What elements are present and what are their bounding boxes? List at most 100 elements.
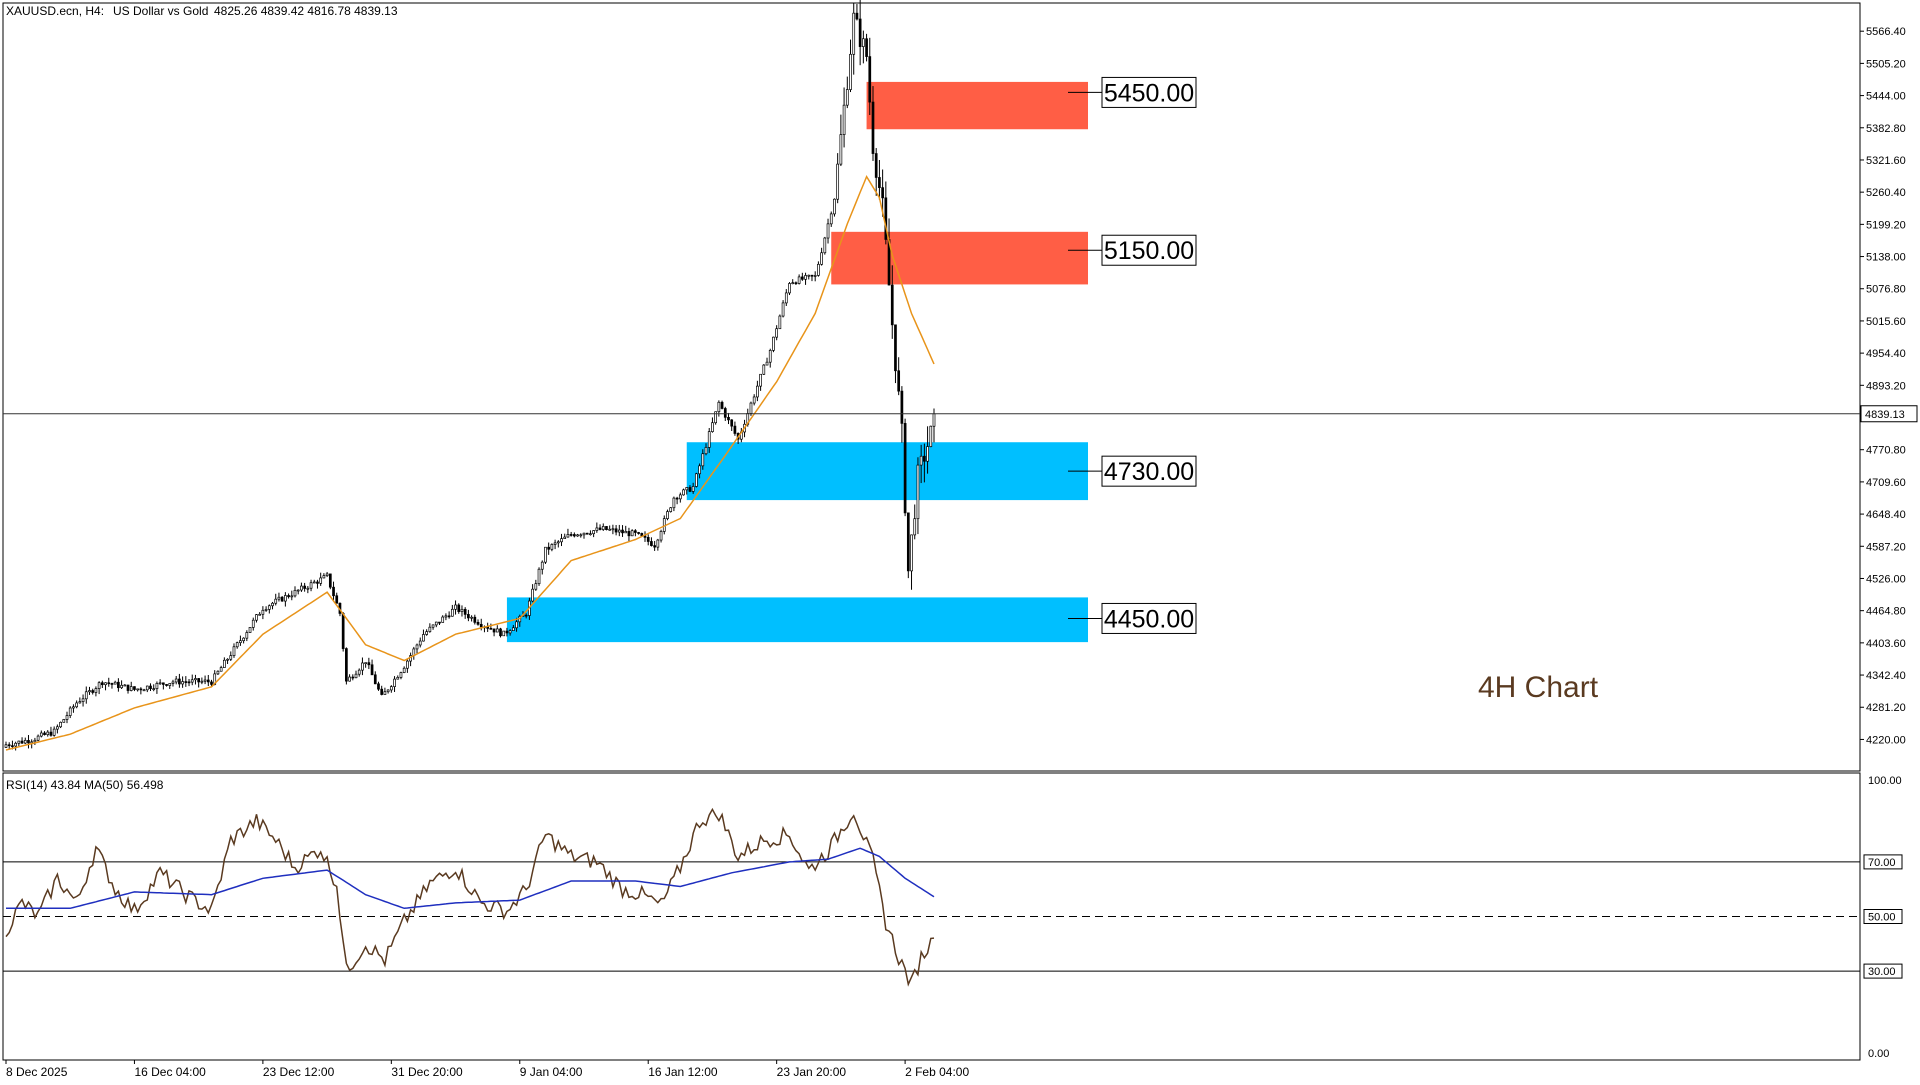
candle-body: [200, 680, 204, 683]
moving-average: [5, 174, 935, 751]
candle-body: [88, 690, 91, 693]
candle-body: [621, 529, 624, 534]
timeframe-annotation: 4H Chart: [1478, 671, 1599, 704]
candle-body: [322, 575, 326, 579]
candle-body: [926, 446, 929, 462]
candle-body: [666, 511, 669, 519]
rsi-tick-label: 30.00: [1868, 966, 1896, 978]
candle-body: [842, 104, 846, 135]
candle-body: [637, 532, 640, 534]
candle-body: [800, 276, 804, 280]
candle-body: [791, 282, 795, 285]
candle-body: [781, 302, 785, 317]
candle-body: [573, 534, 576, 537]
candle-body: [27, 740, 30, 744]
candle-body: [145, 685, 149, 691]
candle-body: [226, 658, 229, 661]
candle-body: [624, 531, 628, 534]
candle-body: [897, 370, 901, 392]
candle-body: [906, 512, 910, 572]
candle-body: [399, 672, 403, 678]
candle-body: [862, 38, 865, 47]
candle-body: [871, 101, 875, 154]
candle-body: [65, 715, 69, 720]
candle-body: [78, 701, 82, 704]
zone-label-box-0: [1101, 76, 1197, 108]
candle-body: [4, 744, 8, 748]
candle-body: [267, 605, 271, 610]
candle-body: [566, 534, 570, 538]
candle-body: [245, 632, 249, 639]
candle-body: [797, 276, 801, 284]
candle-body: [17, 740, 21, 744]
candle-body: [396, 677, 400, 680]
candle-body: [197, 678, 201, 683]
chart-symbol: XAUUSD.ecn, H4:: [6, 4, 104, 18]
candle-body: [133, 686, 136, 690]
candle-body: [190, 679, 194, 683]
candle-body: [470, 616, 473, 619]
rsi-ma-line: [6, 847, 935, 910]
candle-body: [678, 494, 682, 500]
price-tick-label: 4587.20: [1866, 541, 1906, 553]
time-tick-label: 16 Dec 04:00: [134, 1065, 206, 1079]
candle-body: [608, 528, 612, 531]
rsi-tick-label: 50.00: [1868, 912, 1896, 924]
candle-body: [499, 628, 502, 637]
candle-body: [36, 735, 40, 741]
price-tick-label: 4648.40: [1866, 509, 1906, 521]
candle-body: [56, 726, 59, 730]
candle-body: [768, 350, 772, 363]
candle-body: [59, 721, 62, 728]
candle-body: [357, 669, 361, 675]
candle-body: [826, 223, 830, 239]
candle-body: [386, 689, 390, 693]
time-tick-label: 2 Feb 04:00: [905, 1065, 969, 1079]
candle-body: [563, 536, 567, 539]
price-tick-label: 4220.00: [1866, 734, 1906, 746]
candle-body: [68, 707, 72, 716]
candle-body: [688, 487, 692, 492]
candle-body: [223, 659, 226, 668]
candle-body: [553, 542, 557, 545]
candle-body: [91, 690, 95, 693]
candle-body: [274, 598, 278, 604]
candle-body: [534, 583, 538, 590]
candle-body: [804, 275, 807, 280]
candle-body: [932, 413, 936, 427]
price-tick-label: 4464.80: [1866, 606, 1906, 618]
candle-body: [868, 56, 872, 103]
candle-body: [511, 627, 515, 631]
candle-body: [765, 361, 769, 366]
candle-body: [293, 589, 297, 597]
candle-body: [720, 401, 724, 409]
candle-body: [727, 416, 730, 421]
zone-support-3: [506, 597, 1088, 643]
candle-body: [354, 673, 358, 679]
candle-body: [874, 153, 878, 178]
price-tick-label: 5015.60: [1866, 316, 1906, 328]
candles: [4, 0, 936, 751]
candle-body: [730, 419, 734, 427]
candle-body: [903, 423, 907, 514]
candle-body: [312, 581, 316, 584]
candle-body: [444, 615, 448, 618]
price-tick-label: 5260.40: [1866, 187, 1906, 199]
candle-body: [450, 608, 454, 617]
price-tick-label: 5076.80: [1866, 284, 1906, 296]
candle-body: [788, 283, 791, 294]
candle-body: [165, 684, 168, 686]
price-tick-label: 4342.40: [1866, 670, 1906, 682]
rsi-title: RSI(14) 43.84 MA(50) 56.498: [6, 778, 164, 792]
price-tick-label: 5138.00: [1866, 252, 1906, 264]
chart-ohlc: 4825.26 4839.42 4816.78 4839.13: [214, 4, 398, 18]
candle-body: [537, 568, 541, 585]
candle-body: [184, 681, 188, 683]
candle-body: [181, 681, 184, 685]
candle-body: [203, 679, 207, 682]
candle-body: [210, 681, 213, 685]
candle-body: [634, 530, 637, 533]
candle-body: [489, 628, 493, 630]
candle-body: [296, 589, 300, 592]
